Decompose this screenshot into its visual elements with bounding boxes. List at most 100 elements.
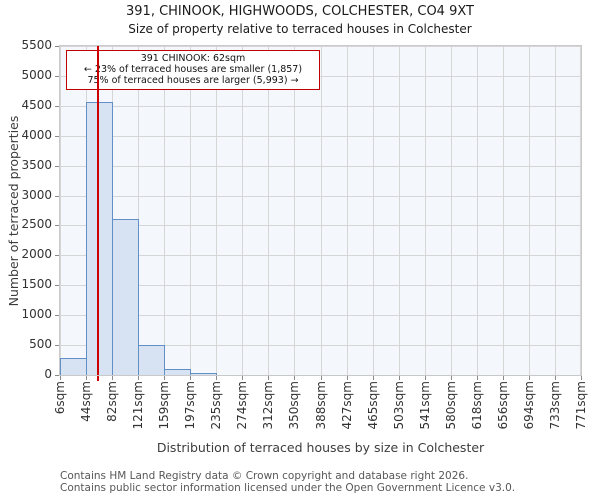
x-axis-tick — [372, 376, 374, 380]
x-axis-tick — [190, 376, 192, 380]
y-axis-tick — [55, 255, 59, 257]
y-axis-tick — [55, 46, 59, 47]
histogram-bar — [190, 373, 218, 375]
gridline-vertical — [242, 46, 244, 375]
x-axis-tick-label: 312sqm — [261, 381, 276, 430]
gridline-vertical — [372, 46, 374, 375]
gridline-vertical — [398, 46, 400, 375]
gridline-vertical — [476, 46, 478, 375]
histogram-bar — [164, 369, 192, 375]
chart-subtitle: Size of property relative to terraced ho… — [128, 22, 472, 36]
x-axis-tick-label: 656sqm — [495, 381, 510, 430]
x-axis-tick-label: 388sqm — [313, 381, 328, 430]
x-axis-tick-label: 197sqm — [183, 381, 198, 430]
x-axis-tick — [528, 376, 530, 380]
x-axis-tick-label: 541sqm — [417, 381, 432, 430]
y-axis-tick-label: 3000 — [21, 187, 52, 202]
y-axis-tick — [55, 375, 59, 376]
x-axis-tick-label: 82sqm — [105, 381, 120, 422]
gridline-vertical — [528, 46, 530, 375]
annotation-larger-line: 75% of terraced houses are larger (5,993… — [87, 75, 299, 86]
x-axis-tick — [86, 376, 88, 380]
histogram-bar — [86, 102, 114, 375]
x-axis-tick — [60, 376, 61, 380]
annotation-property-line: 391 CHINOOK: 62sqm — [140, 53, 246, 64]
x-axis-tick-label: 274sqm — [235, 381, 250, 430]
x-axis-tick — [424, 376, 426, 380]
y-axis-tick-label: 500 — [29, 337, 52, 352]
gridline-vertical — [60, 46, 61, 375]
x-axis-tick-label: 6sqm — [53, 381, 67, 415]
x-axis-tick-label: 580sqm — [443, 381, 458, 430]
x-axis-tick-label: 350sqm — [287, 381, 302, 430]
gridline-vertical — [164, 46, 166, 375]
x-axis-tick-label: 235sqm — [209, 381, 224, 430]
footer-copyright-line: Contains HM Land Registry data © Crown c… — [60, 470, 469, 482]
property-size-marker-tick — [97, 376, 100, 381]
property-size-marker-line — [97, 46, 100, 375]
y-axis-tick-label: 5500 — [21, 38, 52, 52]
x-axis-tick — [398, 376, 400, 380]
gridline-vertical — [294, 46, 296, 375]
x-axis-tick-label: 503sqm — [391, 381, 406, 430]
x-axis-tick — [216, 376, 218, 380]
x-axis-tick — [138, 376, 140, 380]
x-axis-tick — [476, 376, 478, 380]
y-axis-tick — [55, 135, 59, 137]
gridline-vertical — [346, 46, 348, 375]
annotation-box: 391 CHINOOK: 62sqm ← 23% of terraced hou… — [66, 50, 320, 90]
y-axis-tick-label: 4500 — [21, 97, 52, 112]
y-axis-tick — [55, 225, 59, 227]
x-axis-tick — [320, 376, 322, 380]
x-axis-tick-label: 771sqm — [574, 381, 588, 430]
y-axis-tick — [55, 345, 59, 347]
histogram-bar — [138, 345, 166, 375]
x-axis-tick — [554, 376, 556, 380]
x-axis-tick — [268, 376, 270, 380]
annotation-smaller-line: ← 23% of terraced houses are smaller (1,… — [83, 64, 303, 75]
gridline-vertical — [268, 46, 270, 375]
x-axis-tick-label: 44sqm — [79, 381, 94, 422]
x-axis-tick — [242, 376, 244, 380]
y-axis-tick — [55, 285, 59, 287]
gridline-vertical — [190, 46, 192, 375]
y-axis-tick — [55, 165, 59, 167]
x-axis-tick-label: 121sqm — [131, 381, 146, 430]
footer-licence-line: Contains public sector information licen… — [60, 481, 516, 494]
gridline-vertical — [138, 46, 140, 375]
gridline-vertical — [554, 46, 556, 375]
x-axis-tick-label: 159sqm — [157, 381, 172, 430]
y-axis-tick-label: 1500 — [21, 277, 52, 292]
x-axis-tick — [346, 376, 348, 380]
gridline-vertical — [216, 46, 218, 375]
gridline-vertical — [320, 46, 322, 375]
y-axis-tick-label: 2000 — [21, 247, 52, 262]
x-axis-tick-label: 733sqm — [547, 381, 562, 430]
gridline-vertical — [580, 46, 581, 375]
y-axis-tick-label: 1000 — [21, 307, 52, 322]
gridline-vertical — [450, 46, 452, 375]
x-axis-tick — [112, 376, 114, 380]
x-axis-tick — [502, 376, 504, 380]
plot-area — [59, 45, 582, 376]
y-axis-tick — [55, 195, 59, 197]
y-axis-tick — [55, 105, 59, 107]
x-axis-tick — [294, 376, 296, 380]
x-axis-tick — [164, 376, 166, 380]
y-axis-tick-label: 2500 — [21, 217, 52, 232]
x-axis-tick-label: 694sqm — [521, 381, 536, 430]
x-axis-tick-label: 465sqm — [365, 381, 380, 430]
chart-title: 391, CHINOOK, HIGHWOODS, COLCHESTER, CO4… — [126, 4, 474, 19]
histogram-bar — [60, 358, 88, 375]
x-axis-tick-label: 618sqm — [469, 381, 484, 430]
y-axis-tick — [55, 75, 59, 77]
y-axis-tick — [55, 315, 59, 317]
x-axis-tick — [450, 376, 452, 380]
y-axis-tick-label: 5000 — [21, 67, 52, 82]
x-axis-label: Distribution of terraced houses by size … — [156, 440, 485, 455]
footer: Contains HM Land Registry data © Crown c… — [60, 470, 516, 494]
gridline-vertical — [424, 46, 426, 375]
histogram-bar — [112, 219, 140, 375]
x-axis-tick-label: 427sqm — [339, 381, 354, 430]
